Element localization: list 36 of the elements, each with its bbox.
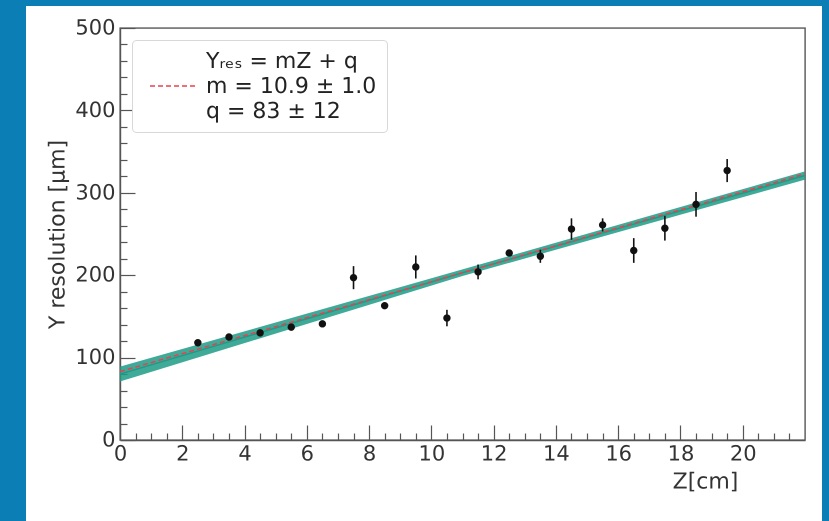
point bbox=[350, 274, 358, 282]
x-tick-label: 4 bbox=[238, 442, 252, 466]
point bbox=[443, 314, 451, 322]
point bbox=[380, 302, 388, 310]
point bbox=[568, 225, 576, 233]
point bbox=[723, 166, 731, 174]
y-tick-label: 100 bbox=[75, 345, 116, 370]
point bbox=[318, 320, 326, 328]
y-tick-label: 200 bbox=[75, 262, 116, 287]
point bbox=[536, 252, 544, 260]
x-tick-label: 6 bbox=[300, 442, 314, 466]
x-tick-label: 10 bbox=[418, 442, 446, 466]
x-tick-label: 18 bbox=[668, 442, 694, 466]
point bbox=[661, 224, 669, 232]
x-tick-label: 8 bbox=[362, 442, 376, 466]
point bbox=[256, 329, 264, 337]
point bbox=[692, 200, 700, 208]
point bbox=[412, 263, 420, 271]
y-tick-label: 500 bbox=[75, 16, 116, 40]
y-axis-title: Y resolution [μm] bbox=[46, 140, 70, 330]
point bbox=[288, 323, 295, 331]
y-tick-label: 400 bbox=[75, 98, 116, 122]
x-tick-label: 14 bbox=[543, 442, 570, 466]
x-tick-label: 20 bbox=[730, 442, 757, 466]
point bbox=[474, 268, 482, 276]
x-axis-title: Z[cm] bbox=[672, 470, 738, 494]
legend-label: Yᵣₑₛ = mZ + q m = 10.9 ± 1.0 q = 83 ± 12 bbox=[205, 49, 376, 124]
x-tick-label: 2 bbox=[176, 442, 190, 466]
point bbox=[194, 339, 202, 346]
x-tick-label: 16 bbox=[605, 442, 632, 466]
point bbox=[505, 249, 513, 257]
x-tick-label: 12 bbox=[480, 442, 508, 466]
y-tick-label: 300 bbox=[75, 180, 116, 204]
point bbox=[598, 221, 606, 229]
point bbox=[225, 333, 233, 341]
point bbox=[630, 246, 638, 254]
